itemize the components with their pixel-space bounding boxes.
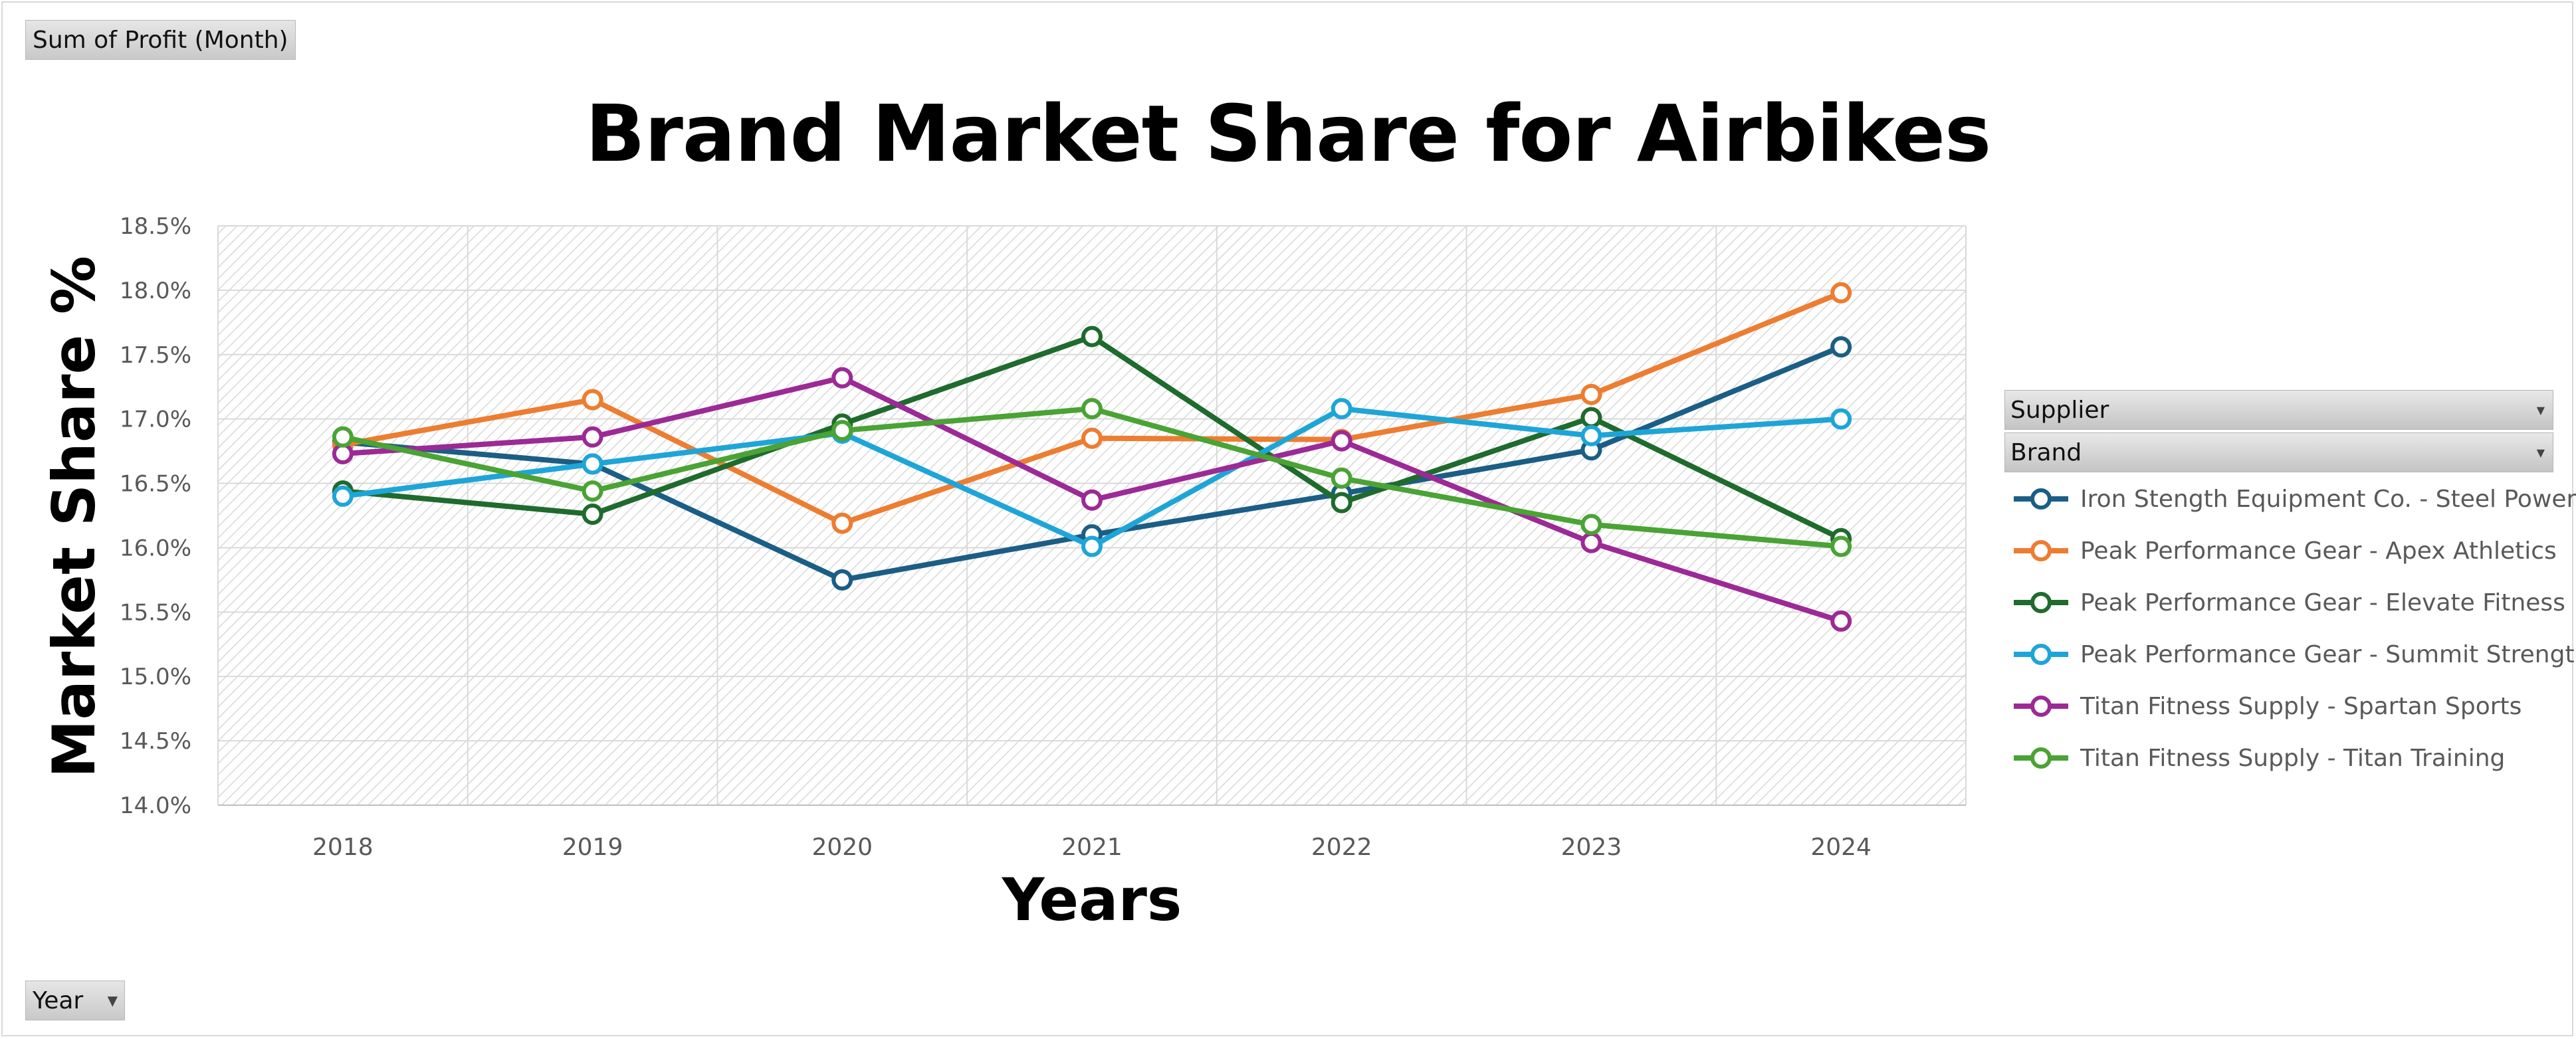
series-4 [332,398,1852,557]
data-point [831,512,853,534]
data-point [831,569,853,591]
legend-marker [2014,592,2068,613]
legend-item[interactable]: Iron Stength Equipment Co. - Steel Power [2011,479,2576,519]
legend-dot [2030,540,2052,561]
x-tick-label: 2020 [811,834,873,861]
y-axis-title: Market Share % [40,256,108,778]
series-5 [332,367,1852,632]
legend-marker [2014,696,2068,717]
year-field-label: Year [33,987,84,1014]
data-point [1830,610,1852,632]
data-point [1081,427,1103,449]
legend-marker [2014,644,2068,665]
data-point [1830,336,1852,358]
x-tick-label: 2022 [1311,834,1372,861]
legend-label: Titan Fitness Supply - Titan Training [2080,744,2506,772]
x-tick-label: 2021 [1061,834,1123,861]
data-point [1830,408,1852,430]
brand-field-button[interactable]: Brand ▼ [2004,432,2553,472]
y-tick-label: 14.5% [120,728,191,755]
data-point [582,426,603,448]
supplier-field-label: Supplier [2010,396,2109,424]
y-tick-label: 17.0% [120,407,191,433]
data-point [1580,531,1602,553]
y-tick-label: 16.0% [120,535,191,561]
legend-dot [2030,488,2052,510]
x-tick-label: 2024 [1810,834,1872,861]
y-tick-label: 17.5% [120,342,191,369]
legend-label: Peak Performance Gear - Elevate Fitness [2080,589,2565,616]
supplier-field-button[interactable]: Supplier ▼ [2004,390,2553,430]
legend-marker [2014,747,2068,769]
data-point [1081,489,1103,511]
data-point [332,426,354,448]
data-point [1331,492,1352,514]
data-point [582,453,603,475]
x-tick-label: 2018 [312,834,374,861]
profit-field-button[interactable]: Sum of Profit (Month) [25,20,296,60]
data-point [1580,383,1602,405]
legend-label: Peak Performance Gear - Summit Strength [2080,640,2576,668]
legend-dot [2030,747,2052,769]
chart-title: Brand Market Share for Airbikes [585,88,1991,179]
data-point [332,485,354,507]
legend-dot [2030,696,2052,717]
y-tick-label: 14.0% [120,793,191,819]
y-axis-ticks: 14.0% 14.5% 15.0% 15.5% 16.0% 16.5% 17.0% 17.5%… [120,213,191,819]
year-field-button[interactable]: Year ▼ [25,981,125,1020]
data-point [1331,398,1352,420]
data-point [1580,407,1602,428]
y-tick-label: 18.5% [120,213,191,240]
data-point [831,367,853,389]
legend-item[interactable]: Peak Performance Gear - Elevate Fitness [2011,583,2565,622]
legend-label: Peak Performance Gear - Apex Athletics [2080,537,2557,565]
data-point [582,504,603,525]
profit-field-label: Sum of Profit (Month) [33,26,288,54]
legend-item[interactable]: Peak Performance Gear - Summit Strength [2011,634,2576,674]
data-point [1830,535,1852,557]
y-tick-label: 15.0% [120,664,191,690]
legend-item[interactable]: Titan Fitness Supply - Titan Training [2011,738,2505,778]
x-tick-label: 2023 [1561,834,1622,861]
y-tick-label: 15.5% [120,599,191,626]
x-axis-title: Years [1002,866,1182,934]
legend-item[interactable]: Peak Performance Gear - Apex Athletics [2011,531,2557,571]
data-point [1331,467,1352,489]
legend-dot [2030,592,2052,613]
legend-item[interactable]: Titan Fitness Supply - Spartan Sports [2011,686,2522,726]
data-point [1331,430,1352,452]
data-point [831,420,853,442]
legend-dot [2030,644,2052,665]
chevron-down-icon: ▼ [2536,403,2545,417]
data-point [1830,282,1852,304]
data-point [1081,398,1103,420]
plot-area [218,226,1966,805]
legend-marker [2014,488,2068,510]
data-point [332,442,354,464]
data-point [1580,514,1602,535]
data-point [582,480,603,502]
legend-marker [2014,540,2068,561]
legend-label: Titan Fitness Supply - Spartan Sports [2080,692,2522,720]
brand-field-label: Brand [2010,438,2082,466]
chevron-down-icon: ▼ [107,992,118,1008]
chevron-down-icon: ▼ [2536,446,2545,459]
legend-label: Iron Stength Equipment Co. - Steel Power [2080,485,2576,513]
y-tick-label: 18.0% [120,278,191,304]
gridlines [217,225,1967,806]
x-axis-ticks: 2018 2019 2020 2021 2022 2023 2024 [312,834,1872,861]
data-point [1081,326,1103,347]
series-lines [332,282,1852,632]
x-tick-label: 2019 [562,834,623,861]
y-tick-label: 16.5% [120,471,191,498]
series-6 [332,398,1852,557]
data-point [582,389,603,411]
data-point [1081,535,1103,557]
data-point [1580,425,1602,446]
